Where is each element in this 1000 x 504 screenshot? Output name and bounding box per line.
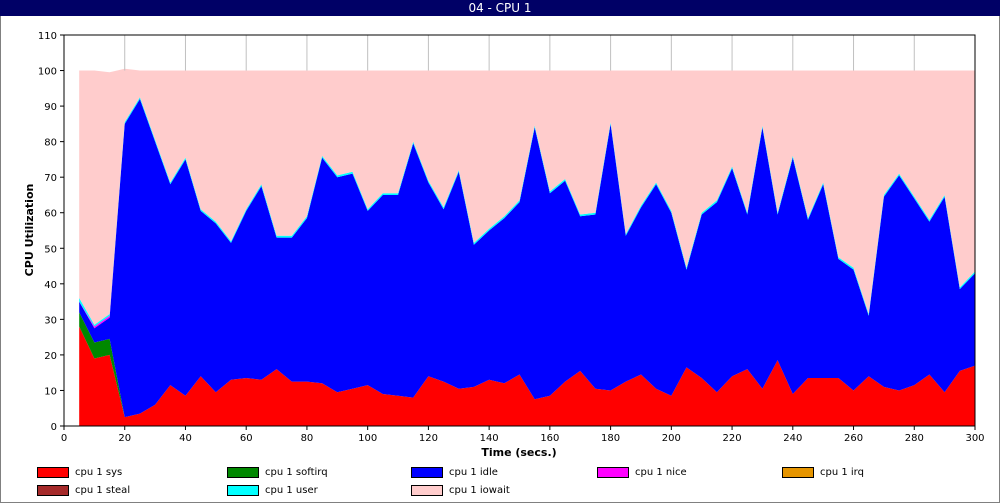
- legend-item: cpu 1 nice: [597, 466, 687, 480]
- x-tick-label: 20: [118, 433, 131, 444]
- y-tick-label: 40: [44, 280, 57, 291]
- x-tick-label: 240: [783, 433, 802, 444]
- x-tick-label: 0: [61, 433, 67, 444]
- x-axis-label: Time (secs.): [481, 446, 556, 459]
- y-tick-label: 20: [44, 351, 57, 362]
- y-tick-label: 50: [44, 244, 57, 255]
- x-tick-label: 220: [723, 433, 742, 444]
- legend-label: cpu 1 sys: [75, 467, 123, 478]
- series-area-cpu-1-iowait: [79, 68, 975, 325]
- legend-swatch: [597, 466, 629, 478]
- x-tick-label: 180: [601, 433, 620, 444]
- x-tick-label: 120: [419, 433, 438, 444]
- series-area-cpu-1-sys: [79, 326, 975, 426]
- x-tick-label: 60: [240, 433, 253, 444]
- legend-label: cpu 1 steal: [75, 485, 131, 496]
- y-tick-label: 70: [44, 173, 57, 184]
- chart-legend: cpu 1 sys cpu 1 softirq cpu 1 idle cpu 1 ni…: [0, 462, 1000, 502]
- legend-label: cpu 1 nice: [635, 467, 687, 478]
- x-tick-label: 140: [480, 433, 499, 444]
- legend-label: cpu 1 softirq: [265, 467, 328, 478]
- legend-swatch: [37, 484, 69, 496]
- x-tick-label: 260: [844, 433, 863, 444]
- y-tick-label: 90: [44, 102, 57, 113]
- window-title-bar: 04 - CPU 1: [0, 0, 1000, 16]
- legend-item: cpu 1 iowait: [411, 484, 510, 498]
- legend-item: cpu 1 sys: [37, 466, 122, 480]
- x-tick-label: 40: [179, 433, 192, 444]
- legend-swatch: [227, 484, 259, 496]
- y-axis-label: CPU Utilization: [23, 184, 36, 277]
- legend-label: cpu 1 irq: [820, 467, 864, 478]
- legend-item: cpu 1 user: [227, 484, 318, 498]
- legend-item: cpu 1 steal: [37, 484, 130, 498]
- window-title: 04 - CPU 1: [468, 1, 532, 15]
- legend-label: cpu 1 user: [265, 485, 318, 496]
- legend-item: cpu 1 irq: [782, 466, 864, 480]
- y-tick-label: 30: [44, 315, 57, 326]
- y-tick-label: 60: [44, 209, 57, 220]
- plot-border: [63, 34, 976, 427]
- cpu-utilization-chart: 0 10 20 30 40 50 60 70 80 90 100 110 0 20 40 60 80 100 120…: [23, 31, 985, 459]
- x-tick-label: 100: [358, 433, 377, 444]
- y-tick-label: 10: [44, 386, 57, 397]
- legend-swatch: [227, 466, 259, 478]
- legend-label: cpu 1 iowait: [449, 485, 510, 496]
- legend-label: cpu 1 idle: [449, 467, 498, 478]
- legend-swatch: [411, 484, 443, 496]
- y-tick-label: 0: [51, 422, 57, 433]
- series-area-cpu-1-idle: [79, 99, 975, 418]
- y-tick-label: 110: [38, 31, 57, 42]
- x-tick-label: 80: [301, 433, 314, 444]
- y-tick-label: 80: [44, 138, 57, 149]
- x-tick-label: 300: [965, 433, 984, 444]
- legend-swatch: [37, 466, 69, 478]
- x-tick-label: 280: [905, 433, 924, 444]
- legend-item: cpu 1 idle: [411, 466, 498, 480]
- y-tick-label: 100: [38, 67, 57, 78]
- x-tick-label: 200: [662, 433, 681, 444]
- legend-item: cpu 1 softirq: [227, 466, 328, 480]
- x-tick-label: 160: [540, 433, 559, 444]
- legend-swatch: [782, 466, 814, 478]
- legend-swatch: [411, 466, 443, 478]
